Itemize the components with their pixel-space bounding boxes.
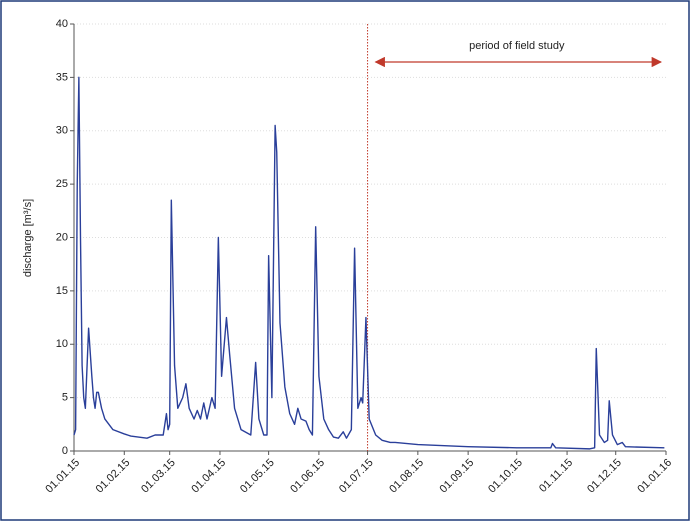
y-axis-label: discharge [m³/s] (22, 199, 34, 277)
y-tick-label: 0 (62, 445, 68, 457)
y-tick-label: 15 (56, 285, 68, 297)
y-tick-label: 10 (56, 338, 68, 350)
discharge-line (73, 76, 665, 450)
y-tick-label: 30 (56, 125, 68, 137)
y-tick-label: 25 (56, 178, 68, 190)
y-tick-label: 35 (56, 71, 68, 83)
annotation: period of field study (469, 40, 565, 52)
y-tick-label: 5 (62, 392, 68, 404)
y-tick-label: 40 (56, 18, 68, 30)
y-tick-label: 20 (56, 231, 68, 243)
